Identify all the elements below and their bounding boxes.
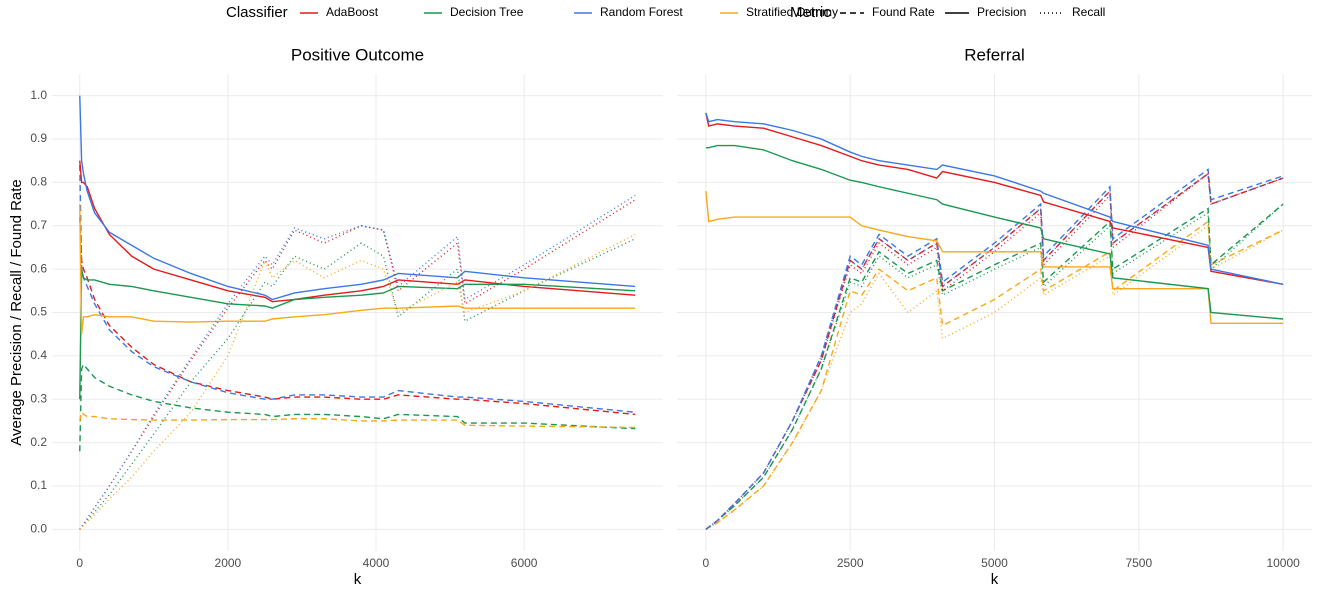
y-axis-label: Average Precision / Recall / Found Rate (8, 179, 25, 446)
legend-label: Decision Tree (450, 5, 524, 19)
legend-label: AdaBoost (326, 5, 379, 19)
series-line (79, 217, 636, 416)
x-tick-label: 0 (703, 556, 710, 570)
y-tick-label: 1.0 (30, 88, 47, 102)
legend-label: Recall (1072, 5, 1105, 19)
y-tick-label: 0.4 (30, 348, 47, 362)
y-tick-label: 0.3 (30, 391, 47, 405)
y-tick-label: 0.6 (30, 261, 47, 275)
y-tick-label: 0.2 (30, 435, 47, 449)
y-tick-label: 0.1 (30, 478, 47, 492)
x-tick-label: 4000 (363, 556, 390, 570)
series-line (705, 112, 1284, 285)
legend-label: Precision (977, 5, 1026, 19)
legend-title: Classifier (226, 4, 288, 21)
x-tick-label: 2500 (837, 556, 864, 570)
legend-label: Found Rate (872, 5, 935, 19)
series-line (79, 160, 636, 303)
panel-title: Referral (964, 45, 1024, 64)
x-tick-label: 2000 (215, 556, 242, 570)
legend-label: Stratified Dummy (746, 5, 838, 19)
x-tick-label: 10000 (1266, 556, 1300, 570)
series-line (705, 191, 1284, 325)
series-line (79, 233, 636, 530)
legend-title: Metric (790, 4, 831, 21)
series-line (79, 95, 636, 301)
y-tick-label: 0.8 (30, 175, 47, 189)
series-line (79, 410, 636, 429)
legend-label: Random Forest (600, 5, 683, 19)
series-line (79, 363, 636, 452)
x-tick-label: 0 (76, 556, 83, 570)
x-tick-label: 5000 (981, 556, 1008, 570)
series-line (79, 199, 636, 530)
panel-title: Positive Outcome (291, 45, 424, 64)
x-axis-label: k (991, 571, 999, 588)
y-tick-label: 0.5 (30, 305, 47, 319)
x-axis-label: k (354, 571, 362, 588)
series-line (79, 204, 636, 335)
series-line (705, 112, 1284, 285)
series-line (79, 165, 636, 413)
series-line (705, 144, 1284, 320)
y-tick-label: 0.9 (30, 131, 47, 145)
y-tick-label: 0.7 (30, 218, 47, 232)
series-line (705, 203, 1284, 530)
y-tick-label: 0.0 (30, 521, 47, 535)
series-line (705, 203, 1284, 530)
series-line (705, 172, 1284, 530)
x-tick-label: 7500 (1125, 556, 1152, 570)
series-line (79, 194, 636, 530)
x-tick-label: 6000 (511, 556, 538, 570)
series-line (79, 268, 636, 400)
